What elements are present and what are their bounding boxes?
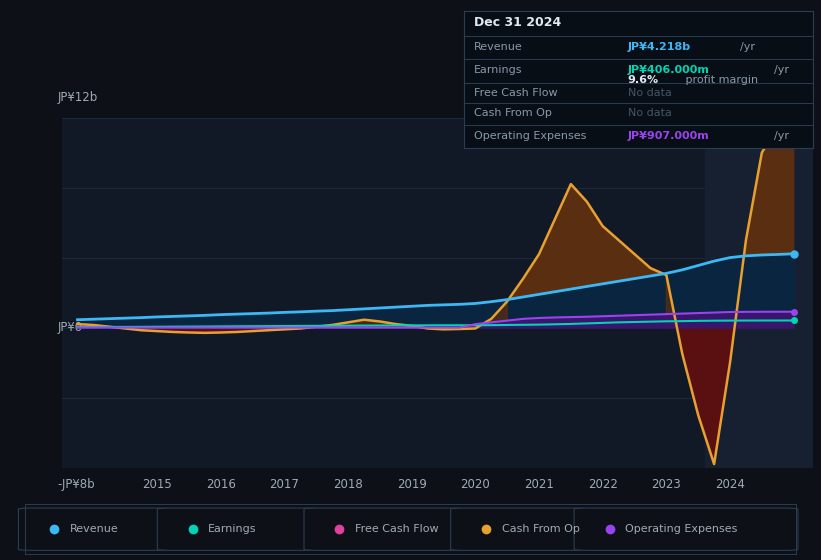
Text: JP¥0: JP¥0	[57, 321, 83, 334]
Text: JP¥4.218b: JP¥4.218b	[628, 42, 691, 52]
FancyBboxPatch shape	[451, 508, 589, 550]
FancyBboxPatch shape	[574, 508, 798, 550]
Text: Revenue: Revenue	[475, 42, 523, 52]
Text: /yr: /yr	[774, 64, 790, 74]
Text: Free Cash Flow: Free Cash Flow	[355, 524, 438, 534]
Bar	[704, 118, 821, 468]
Text: /yr: /yr	[740, 42, 754, 52]
Text: Free Cash Flow: Free Cash Flow	[475, 88, 558, 98]
Text: Earnings: Earnings	[475, 64, 523, 74]
Text: /yr: /yr	[774, 131, 790, 141]
Text: No data: No data	[628, 109, 672, 118]
Text: No data: No data	[628, 88, 672, 98]
Text: Operating Expenses: Operating Expenses	[475, 131, 587, 141]
Text: profit margin: profit margin	[682, 76, 758, 86]
Text: Operating Expenses: Operating Expenses	[625, 524, 737, 534]
FancyBboxPatch shape	[304, 508, 466, 550]
Text: Revenue: Revenue	[70, 524, 118, 534]
FancyBboxPatch shape	[158, 508, 319, 550]
Text: Earnings: Earnings	[209, 524, 257, 534]
Text: Dec 31 2024: Dec 31 2024	[475, 16, 562, 29]
Text: JP¥12b: JP¥12b	[57, 91, 98, 104]
Text: 9.6%: 9.6%	[628, 76, 659, 86]
Text: -JP¥8b: -JP¥8b	[57, 478, 95, 491]
Text: JP¥406.000m: JP¥406.000m	[628, 64, 709, 74]
Text: Cash From Op: Cash From Op	[475, 109, 553, 118]
FancyBboxPatch shape	[18, 508, 172, 550]
Text: Cash From Op: Cash From Op	[502, 524, 580, 534]
Text: JP¥907.000m: JP¥907.000m	[628, 131, 709, 141]
